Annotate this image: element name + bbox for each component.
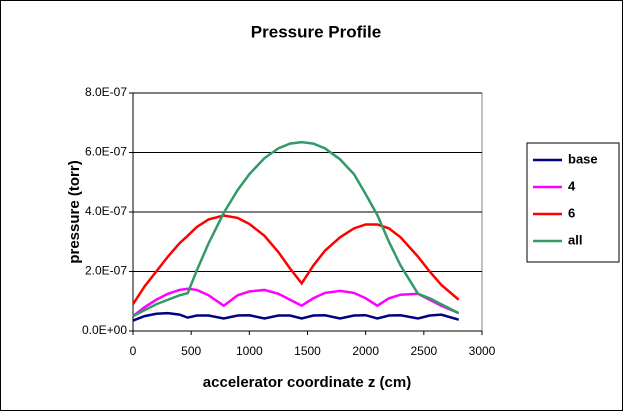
- x-tick-label: 1000: [236, 344, 263, 358]
- series-line: [132, 287, 460, 318]
- legend-label: 4: [568, 178, 576, 193]
- y-tick-label: 2.0E-07: [85, 264, 127, 278]
- series-line: [131, 214, 460, 305]
- x-tick-label: 2500: [410, 344, 437, 358]
- legend-label: base: [568, 151, 598, 166]
- series-line: [132, 140, 460, 318]
- x-tick-label: 500: [181, 344, 201, 358]
- legend-label: 6: [568, 205, 575, 220]
- x-axis-label: accelerator coordinate z (cm): [203, 374, 411, 391]
- x-tick-label: 2000: [352, 344, 379, 358]
- x-tick-label: 3000: [469, 344, 496, 358]
- y-tick-label: 6.0E-07: [85, 145, 127, 159]
- x-tick-label: 0: [130, 344, 137, 358]
- y-axis-label: pressure (torr): [66, 160, 83, 263]
- chart-title: Pressure Profile: [251, 22, 381, 41]
- y-tick-label: 4.0E-07: [85, 204, 127, 218]
- y-tick-label: 8.0E-07: [85, 85, 127, 99]
- y-tick-label: 0.0E+00: [82, 323, 127, 337]
- series-line: [132, 311, 460, 322]
- x-tick-label: 1500: [294, 344, 321, 358]
- legend-label: all: [568, 232, 582, 247]
